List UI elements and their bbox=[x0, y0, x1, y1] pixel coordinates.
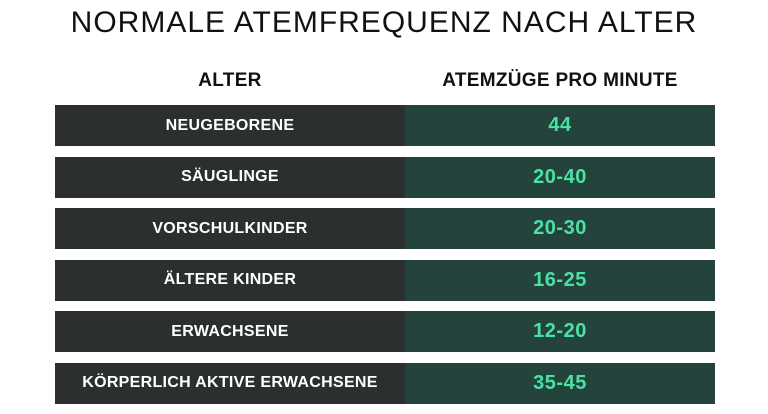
breaths-per-minute-cell: 20-40 bbox=[405, 156, 715, 198]
table-row: ÄLTERE KINDER 16-25 bbox=[55, 259, 715, 301]
table-row: KÖRPERLICH AKTIVE ERWACHSENE 35-45 bbox=[55, 362, 715, 404]
age-group-cell: KÖRPERLICH AKTIVE ERWACHSENE bbox=[55, 362, 405, 404]
breaths-per-minute-cell: 12-20 bbox=[405, 311, 715, 352]
respiratory-rate-table: NEUGEBORENE 44 SÄUGLINGE 20-40 VORSCHULK… bbox=[55, 105, 715, 414]
age-group-cell: ERWACHSENE bbox=[55, 311, 405, 352]
table-row: SÄUGLINGE 20-40 bbox=[55, 156, 715, 198]
column-header-age: ALTER bbox=[198, 70, 262, 91]
table-row: ERWACHSENE 12-20 bbox=[55, 311, 715, 352]
age-group-cell: ÄLTERE KINDER bbox=[55, 259, 405, 301]
table-row: NEUGEBORENE 44 bbox=[55, 105, 715, 146]
age-group-cell: SÄUGLINGE bbox=[55, 156, 405, 198]
breaths-per-minute-cell: 44 bbox=[405, 105, 715, 146]
age-group-cell: VORSCHULKINDER bbox=[55, 208, 405, 249]
breaths-per-minute-cell: 35-45 bbox=[405, 362, 715, 404]
age-group-cell: NEUGEBORENE bbox=[55, 105, 405, 146]
column-header-rate: ATEMZÜGE PRO MINUTE bbox=[442, 70, 678, 91]
breaths-per-minute-cell: 20-30 bbox=[405, 208, 715, 249]
table-row: VORSCHULKINDER 20-30 bbox=[55, 208, 715, 249]
page-title: NORMALE ATEMFREQUENZ NACH ALTER bbox=[70, 6, 698, 39]
breaths-per-minute-cell: 16-25 bbox=[405, 259, 715, 301]
